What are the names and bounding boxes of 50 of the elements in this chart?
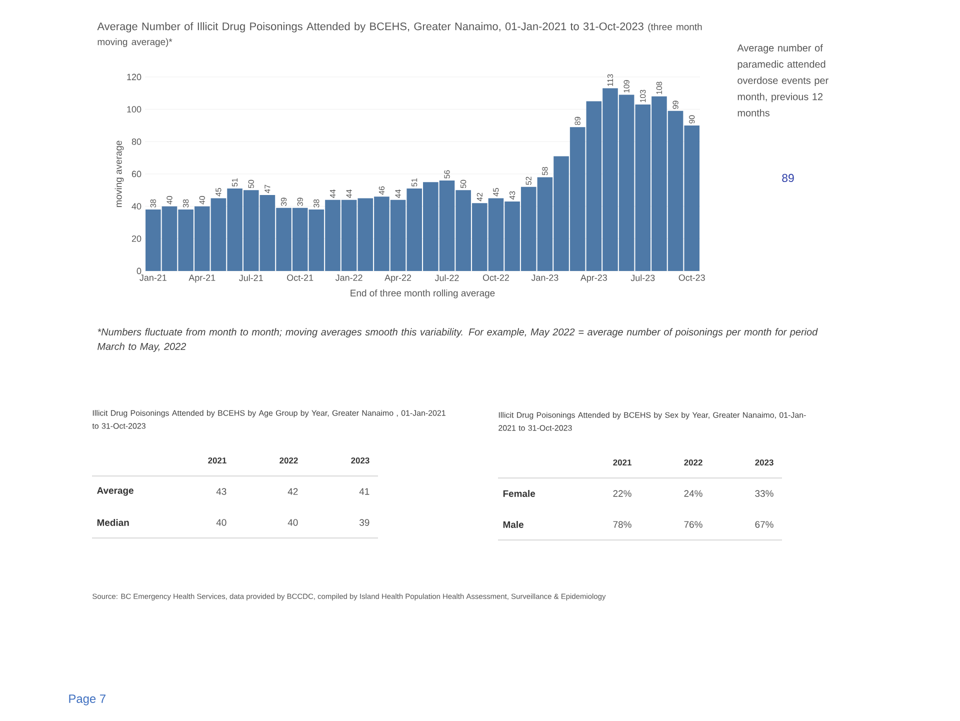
category-label: 2021 xyxy=(613,459,632,466)
text: *Numbers fluctuate from month to month; moving averages smooth this variability. For example, May 2022 = average number of poisonings per month for period March to May, 2022 xyxy=(98,328,818,352)
y-tick-label: 20 xyxy=(132,235,142,242)
y-tick-label: 0 xyxy=(136,268,142,274)
text: 40 xyxy=(216,519,226,526)
y-tick-label: 60 xyxy=(132,170,142,178)
text: Average number of paramedic attended overdose events per month, previous 12 months xyxy=(737,44,828,116)
text: moving average)* xyxy=(98,38,172,48)
x-tick-label: Jul-21 xyxy=(239,274,263,282)
category-label: 2022 xyxy=(684,459,702,466)
x-axis-title: End of three month rolling average xyxy=(350,289,495,298)
category-label: 2023 xyxy=(351,457,370,464)
x-tick-label: Apr-21 xyxy=(188,274,216,283)
x-tick-label: Oct-21 xyxy=(287,274,314,281)
category-label: Average xyxy=(97,487,134,496)
category-label: Male xyxy=(503,521,524,528)
category-label: 2023 xyxy=(755,459,774,466)
category-label: Female xyxy=(503,490,536,497)
text: (three month xyxy=(648,23,702,32)
x-tick-label: Jan-23 xyxy=(531,274,558,281)
text: 67% xyxy=(755,521,774,528)
x-tick-label: Jul-22 xyxy=(434,274,459,282)
y-tick-label: 80 xyxy=(132,138,142,145)
text: 76% xyxy=(684,521,702,528)
y-tick-label: 120 xyxy=(127,74,142,80)
text: 42 xyxy=(288,488,298,495)
text: 24% xyxy=(684,490,702,497)
category-label: 2022 xyxy=(280,457,298,464)
text: 22% xyxy=(613,490,632,497)
category-label: 2021 xyxy=(208,457,226,464)
x-tick-label: Apr-23 xyxy=(580,274,607,283)
x-tick-label: Jan-22 xyxy=(335,274,362,281)
x-tick-label: Jan-21 xyxy=(140,274,166,281)
text: 43 xyxy=(216,488,226,495)
y-tick-label: 100 xyxy=(127,106,142,112)
text: 78% xyxy=(613,521,632,528)
x-tick-label: Apr-22 xyxy=(384,274,412,283)
y-tick-label: 40 xyxy=(132,203,142,210)
text: Page 7 xyxy=(69,694,106,706)
text: 33% xyxy=(755,490,774,497)
y-axis-title: moving average xyxy=(114,140,124,208)
text: 41 xyxy=(359,488,370,495)
chart-title: Average Number of Illicit Drug Poisonings Attended by BCEHS, Greater Nanaimo, 01-Jan-2021 to 31-Oct-2023 xyxy=(97,22,644,32)
x-tick-label: Oct-22 xyxy=(482,274,509,281)
category-label: Median xyxy=(97,519,129,526)
text: 39 xyxy=(359,519,370,526)
text: 40 xyxy=(288,519,298,526)
x-tick-label: Oct-23 xyxy=(678,274,705,281)
x-tick-label: Jul-23 xyxy=(630,274,655,282)
text: 89 xyxy=(782,174,794,182)
